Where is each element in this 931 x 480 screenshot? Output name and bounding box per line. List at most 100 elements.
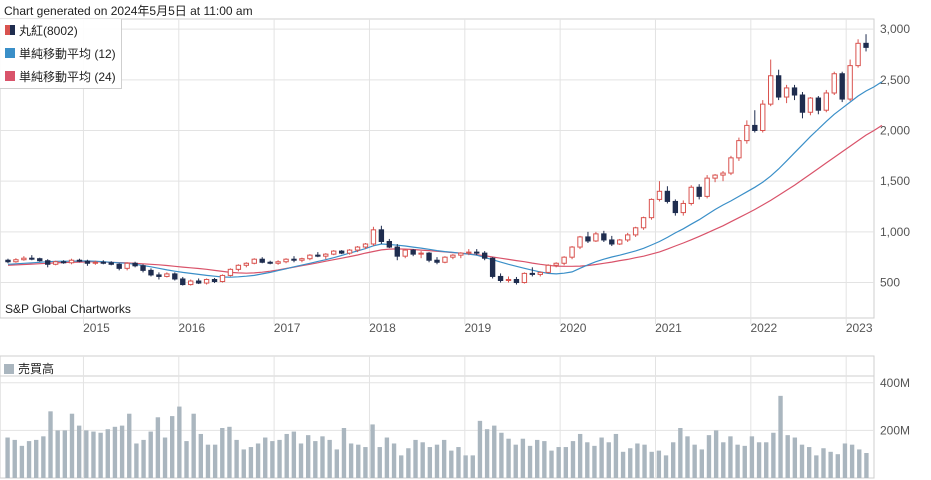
volume-bar bbox=[76, 425, 82, 478]
candle-body bbox=[52, 261, 59, 265]
candle-body bbox=[100, 261, 106, 264]
volume-bar bbox=[406, 448, 411, 478]
volume-bar bbox=[227, 426, 232, 478]
volume-bar bbox=[119, 425, 125, 478]
volume-bar bbox=[685, 436, 690, 478]
candle-body bbox=[394, 246, 400, 257]
volume-bar bbox=[191, 413, 196, 478]
volume-bar bbox=[814, 455, 819, 478]
price-tick-label: 3,000 bbox=[880, 22, 910, 36]
volume-bar bbox=[334, 449, 339, 478]
volume-bar bbox=[484, 429, 490, 478]
year-tick-label: 2019 bbox=[464, 321, 491, 335]
volume-bar bbox=[785, 435, 790, 478]
price-tick-label: 1,500 bbox=[880, 174, 910, 188]
volume-bar bbox=[62, 430, 68, 478]
volume-bar bbox=[642, 444, 647, 478]
volume-bar bbox=[298, 443, 304, 478]
candle-body bbox=[323, 253, 329, 257]
volume-bar bbox=[663, 455, 669, 478]
volume-bar bbox=[377, 447, 382, 478]
volume-bar bbox=[606, 442, 611, 478]
candle-body bbox=[354, 246, 361, 251]
volume-bar bbox=[434, 444, 440, 478]
candle-body bbox=[243, 262, 250, 266]
year-tick-label: 2015 bbox=[83, 321, 110, 335]
volume-bar bbox=[742, 445, 747, 478]
candle-body bbox=[227, 268, 234, 276]
volume-bar bbox=[170, 416, 175, 478]
volume-bar bbox=[656, 450, 662, 478]
volume-bar bbox=[127, 413, 132, 478]
candle-body bbox=[203, 278, 210, 284]
volume-bar bbox=[413, 439, 418, 478]
legend-label-sma12: 単純移動平均 (12) bbox=[19, 46, 116, 61]
volume-bar bbox=[506, 438, 511, 478]
volume-legend[interactable]: 売買高 bbox=[4, 360, 54, 377]
volume-bar bbox=[513, 444, 518, 478]
volume-bar bbox=[91, 431, 96, 478]
candle-body bbox=[108, 262, 114, 265]
candle-body bbox=[624, 234, 631, 241]
volume-bar bbox=[241, 449, 246, 478]
candle-body bbox=[267, 261, 273, 264]
volume-bar bbox=[864, 453, 869, 478]
candle-body bbox=[386, 240, 393, 248]
candle-body bbox=[569, 246, 575, 258]
legend-item-price[interactable]: 丸紅(8002) bbox=[5, 22, 78, 38]
legend-item-sma24[interactable]: 単純移動平均 (24) bbox=[5, 68, 116, 84]
volume-bar bbox=[842, 443, 848, 478]
volume-bar bbox=[26, 441, 32, 478]
volume-bar bbox=[291, 431, 297, 478]
candle-body bbox=[299, 258, 305, 261]
candle-body bbox=[378, 229, 385, 242]
price-tick-label: 500 bbox=[880, 276, 900, 290]
volume-bar bbox=[212, 444, 218, 478]
candle-body bbox=[497, 275, 504, 281]
candle-body bbox=[656, 190, 663, 200]
candle-body bbox=[799, 94, 806, 113]
candle-body bbox=[458, 252, 464, 256]
volume-bar bbox=[728, 436, 733, 478]
candle-body bbox=[195, 280, 202, 284]
candle-body bbox=[760, 103, 766, 131]
volume-bar bbox=[628, 448, 633, 478]
candle-body bbox=[180, 278, 186, 286]
legend-item-sma12[interactable]: 単純移動平均 (12) bbox=[5, 45, 116, 61]
candle-body bbox=[188, 280, 194, 286]
volume-bar bbox=[69, 413, 75, 478]
candle-body bbox=[839, 73, 845, 100]
candle-body bbox=[211, 278, 218, 283]
volume-bar bbox=[470, 455, 475, 478]
candle-body bbox=[29, 257, 35, 260]
candle-body bbox=[124, 262, 130, 269]
candle-body bbox=[410, 249, 416, 255]
volume-bar bbox=[363, 447, 368, 478]
volume-bar bbox=[155, 417, 161, 478]
candle-body bbox=[553, 262, 559, 266]
volume-bar bbox=[563, 447, 569, 478]
legend-label-price: 丸紅(8002) bbox=[19, 23, 78, 38]
candle-body bbox=[442, 256, 448, 263]
candle-body bbox=[672, 200, 679, 214]
year-tick-label: 2022 bbox=[750, 321, 777, 335]
candle-body bbox=[259, 258, 265, 263]
volume-bar bbox=[721, 442, 726, 478]
volume-bar bbox=[141, 439, 146, 478]
volume-bar bbox=[570, 441, 576, 478]
volume-bar bbox=[348, 443, 354, 478]
price-tick-label: 2,000 bbox=[880, 123, 910, 137]
volume-bar bbox=[277, 439, 282, 478]
volume-bar bbox=[248, 447, 254, 478]
candle-body bbox=[847, 65, 853, 100]
volume-bar bbox=[270, 441, 275, 478]
candle-body bbox=[219, 274, 226, 283]
volume-bar bbox=[205, 444, 211, 478]
candle-body bbox=[315, 254, 321, 257]
candle-body bbox=[752, 124, 758, 131]
volume-bar bbox=[835, 454, 840, 478]
volume-bar bbox=[778, 395, 783, 478]
volume-bar bbox=[370, 424, 375, 478]
volume-bar bbox=[449, 450, 454, 478]
volume-bar bbox=[456, 447, 461, 478]
